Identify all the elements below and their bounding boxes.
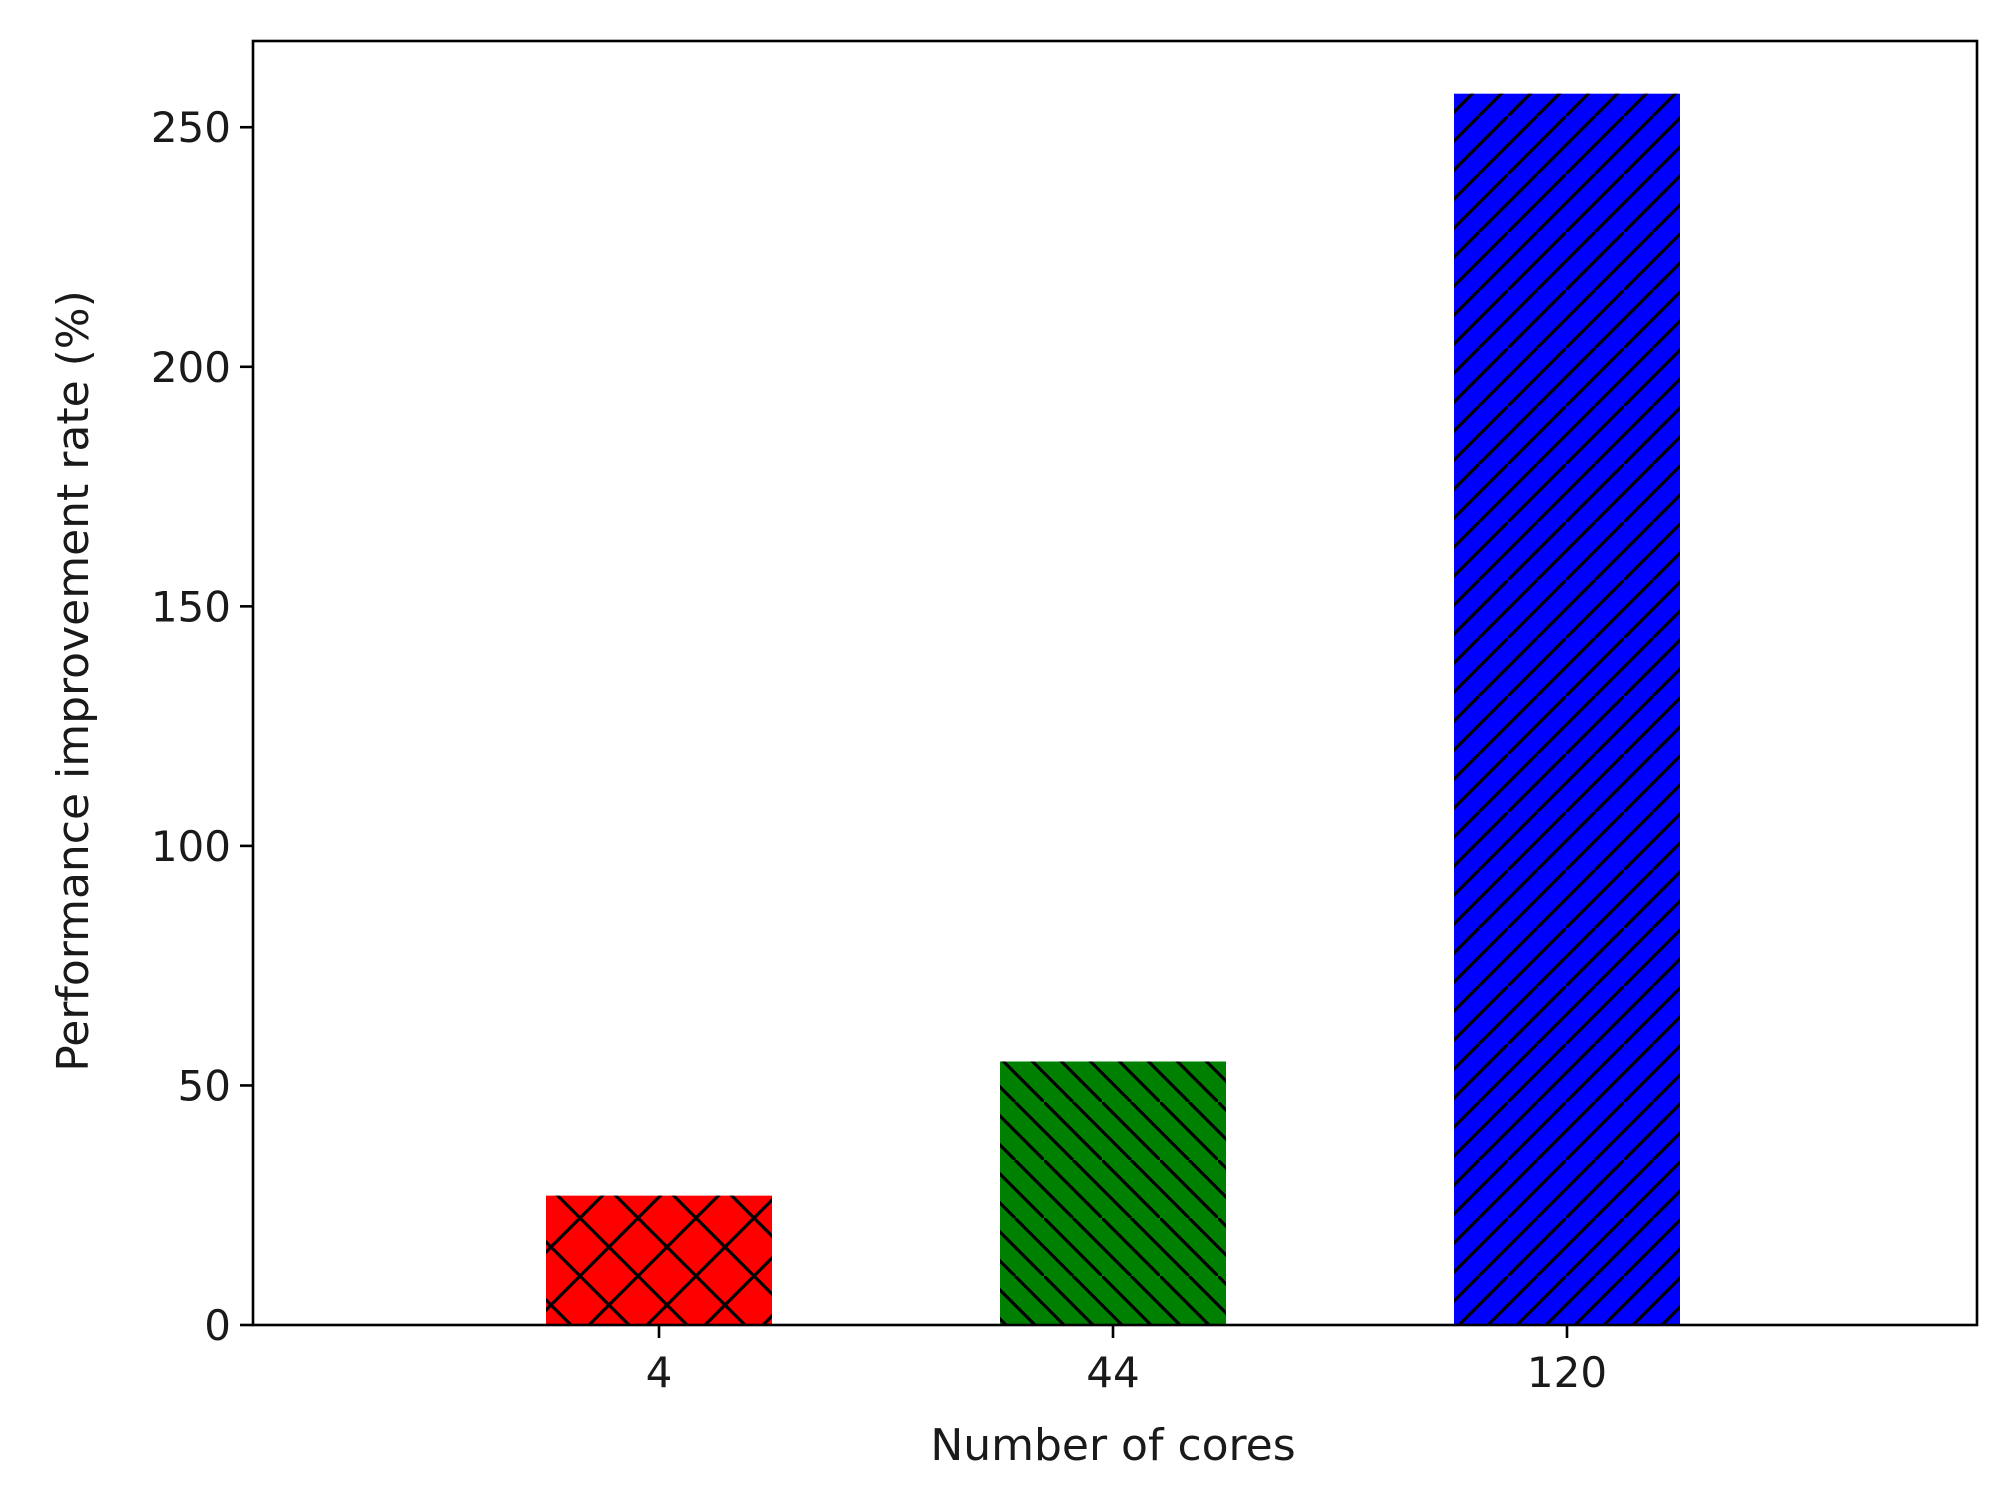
x-axis-ticks: 4 44 120: [646, 1325, 1607, 1397]
x-tick-label: 44: [1086, 1348, 1139, 1397]
bar-hatch-4: [546, 1195, 772, 1325]
bar-4: [546, 1195, 772, 1325]
y-axis-label: Performance improvement rate (%): [48, 290, 99, 1072]
bar-44: [1000, 1061, 1226, 1325]
y-tick-label: 100: [151, 822, 231, 871]
y-tick-label: 250: [151, 103, 231, 152]
x-tick-label: 4: [646, 1348, 673, 1397]
y-tick-label: 0: [204, 1301, 231, 1350]
bars: [546, 93, 1680, 1325]
bar-hatch-120: [1454, 93, 1680, 1325]
bar-hatch-44: [1000, 1061, 1226, 1325]
bar-120: [1454, 93, 1680, 1325]
plot-frame: [251, 39, 1979, 1327]
y-tick-label: 200: [151, 343, 231, 392]
y-axis-ticks: 0 50 100 150 200 250: [151, 103, 253, 1350]
x-tick-label: 120: [1527, 1348, 1607, 1397]
x-axis-label: Number of cores: [930, 1420, 1295, 1471]
y-tick-label: 150: [151, 582, 231, 631]
y-tick-label: 50: [178, 1061, 231, 1110]
